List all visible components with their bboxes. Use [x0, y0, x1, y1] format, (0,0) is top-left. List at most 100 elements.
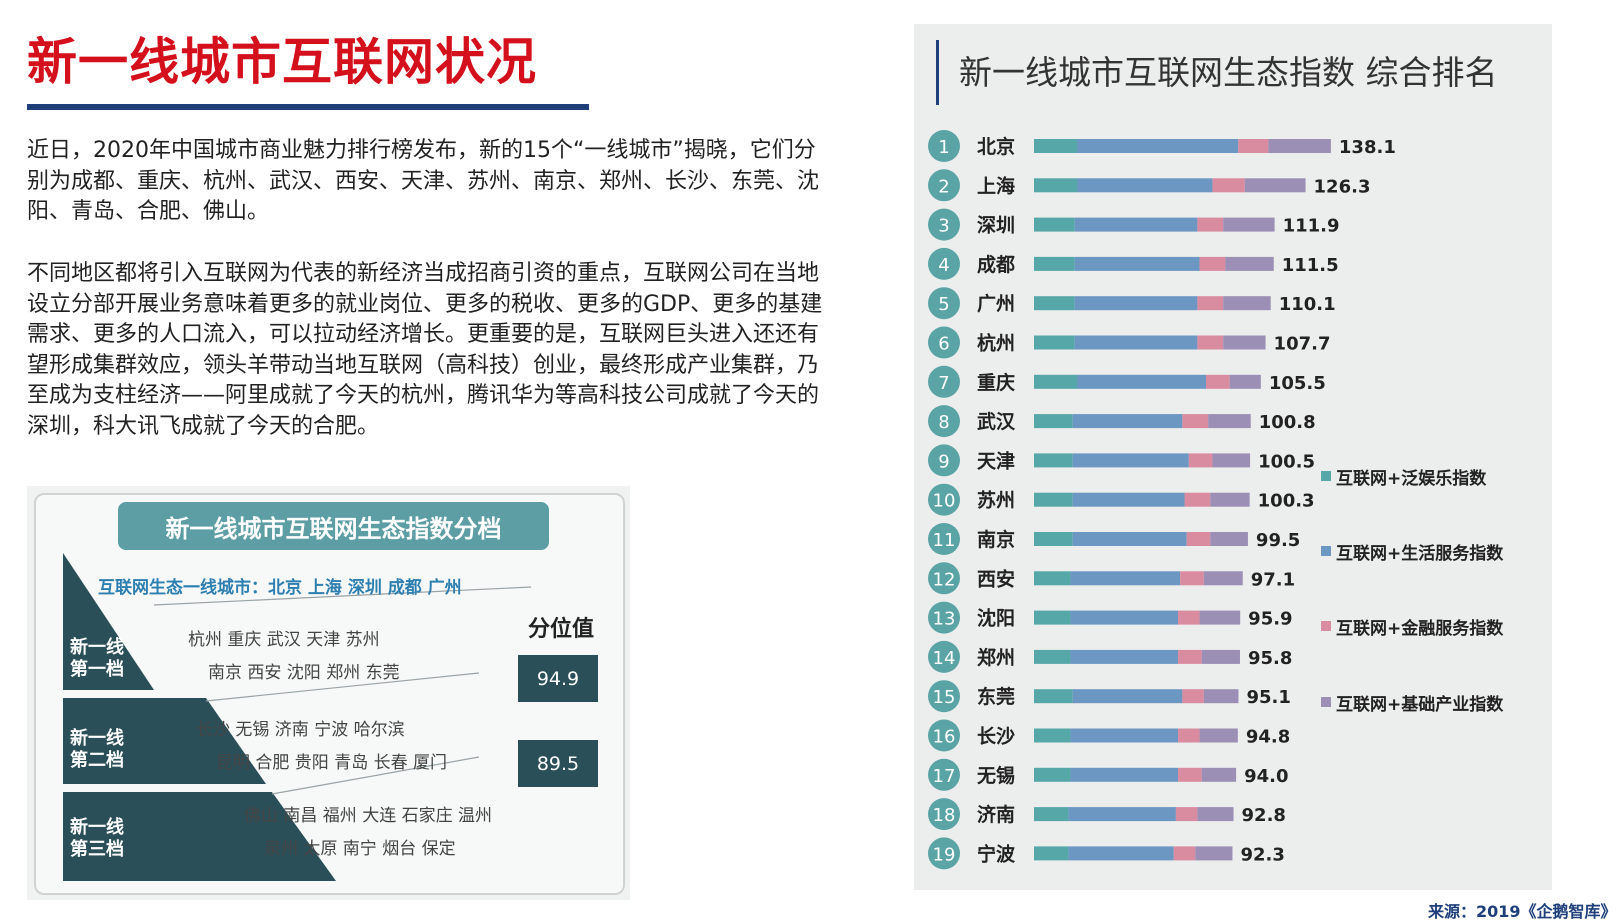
rank-badge: [928, 287, 960, 320]
rank-badge: [928, 169, 960, 202]
legend-label: 互联网+泛娱乐指数: [1336, 468, 1487, 489]
rank-badge: [928, 444, 960, 477]
total-value-label: 94.0: [1244, 766, 1288, 787]
rank-number: 10: [933, 491, 956, 512]
bar-segment: [1034, 689, 1073, 704]
bar-segment: [1210, 492, 1250, 507]
bar-segment: [1034, 335, 1075, 350]
city-label: 上海: [977, 174, 1015, 197]
city-label: 南京: [977, 528, 1015, 551]
bar-segment: [1210, 532, 1248, 546]
bar-segment: [1223, 335, 1266, 350]
bar-segment: [1070, 767, 1179, 782]
total-value-label: 99.5: [1256, 530, 1300, 551]
bar-segment: [1034, 256, 1075, 271]
legend-swatch: [1321, 471, 1331, 481]
tier-frame: 新一线城市互联网生态指数分档 互联网生态一线城市：北京 上海 深圳 成都 广州 …: [34, 493, 625, 895]
tier-infographic: 新一线城市互联网生态指数分档 互联网生态一线城市：北京 上海 深圳 成都 广州 …: [27, 486, 630, 900]
rank-badge: [928, 640, 960, 673]
bar-segment: [1206, 374, 1230, 389]
legend-swatch: [1321, 546, 1331, 556]
bar-segment: [1077, 139, 1239, 153]
total-value-label: 138.1: [1339, 137, 1396, 158]
bar-segment: [1244, 178, 1306, 193]
bar-segment: [1077, 178, 1213, 193]
total-value-label: 95.1: [1246, 687, 1290, 708]
city-label: 济南: [977, 803, 1015, 826]
bar-segment: [1034, 453, 1073, 468]
city-label: 重庆: [977, 371, 1015, 394]
bar-segment: [1178, 728, 1200, 743]
bar-segment: [1034, 492, 1073, 507]
total-value-label: 107.7: [1274, 334, 1331, 355]
bar-segment: [1186, 532, 1211, 546]
bar-segment: [1212, 178, 1245, 193]
bar-segment: [1034, 374, 1077, 389]
tier-3-label: 新一线 第三档: [70, 817, 124, 860]
ranking-bar-chart: 1 北京 138.1 2 上海 126.3 3 深圳 111.9 4 成都 111.5 5 广州 110.1…: [928, 130, 1504, 870]
bar-segment: [1070, 728, 1179, 743]
rank-badge: [928, 798, 960, 831]
city-label: 武汉: [977, 411, 1016, 433]
city-label: 无锡: [977, 764, 1015, 787]
rank-number: 15: [933, 687, 956, 708]
bar-segment: [1201, 767, 1237, 782]
bar-segment: [1197, 296, 1224, 311]
legend-label: 互联网+基础产业指数: [1336, 694, 1504, 715]
rank-number: 16: [933, 727, 956, 748]
rank-badge: [928, 758, 960, 791]
bar-segment: [1034, 846, 1069, 861]
bar-segment: [1184, 492, 1211, 507]
source-note: 来源：2019《企鹅智库》: [1428, 902, 1617, 921]
tier-chart-title: 新一线城市互联网生态指数分档: [118, 502, 549, 550]
bar-segment: [1034, 178, 1077, 193]
bar-segment: [1195, 846, 1233, 861]
rank-badge: [928, 247, 960, 280]
total-value-label: 92.8: [1242, 805, 1286, 826]
tier-top-cities: 互联网生态一线城市：北京 上海 深圳 成都 广州: [98, 578, 462, 598]
bar-segment: [1188, 453, 1213, 468]
bar-segment: [1178, 767, 1202, 782]
bar-segment: [1068, 807, 1176, 822]
bar-segment: [1197, 335, 1224, 350]
bar-segment: [1074, 256, 1200, 271]
tier-1-label: 新一线 第一档: [70, 637, 124, 680]
bar-segment: [1178, 649, 1202, 664]
rank-badge: [928, 680, 960, 713]
total-value-label: 100.5: [1258, 451, 1315, 472]
tier-pyramid: [63, 553, 532, 881]
legend-swatch: [1321, 621, 1331, 631]
bar-segment: [1173, 846, 1196, 861]
city-label: 长沙: [977, 726, 1015, 748]
rank-number: 5: [938, 294, 949, 315]
city-label: 宁波: [977, 842, 1016, 865]
bar-segment: [1178, 610, 1200, 625]
city-label: 杭州: [977, 332, 1015, 355]
title-accent-bar: [936, 40, 939, 105]
rank-number: 8: [938, 412, 949, 433]
rank-number: 6: [938, 334, 949, 355]
rank-number: 3: [938, 216, 949, 237]
rank-badge: [928, 483, 960, 516]
rank-badge: [928, 208, 960, 241]
bar-segment: [1068, 846, 1174, 861]
bar-segment: [1072, 532, 1187, 546]
total-value-label: 94.8: [1246, 727, 1290, 748]
bar-segment: [1203, 689, 1239, 704]
rank-number: 1: [938, 137, 949, 158]
tier-1-quantile: 94.9: [518, 655, 598, 702]
bar-segment: [1238, 139, 1269, 153]
tier-2-quantile: 89.5: [518, 740, 598, 787]
rank-number: 19: [933, 844, 956, 865]
bar-segment: [1197, 217, 1224, 232]
bar-segment: [1223, 217, 1275, 232]
total-value-label: 97.1: [1251, 569, 1295, 590]
bar-segment: [1072, 492, 1185, 507]
rank-number: 4: [938, 255, 949, 276]
chart-title: 新一线城市互联网生态指数 综合排名: [959, 53, 1498, 92]
bar-segment: [1199, 610, 1241, 625]
bar-segment: [1208, 414, 1251, 429]
bar-segment: [1074, 335, 1198, 350]
bar-segment: [1034, 414, 1073, 429]
city-label: 北京: [977, 135, 1015, 158]
